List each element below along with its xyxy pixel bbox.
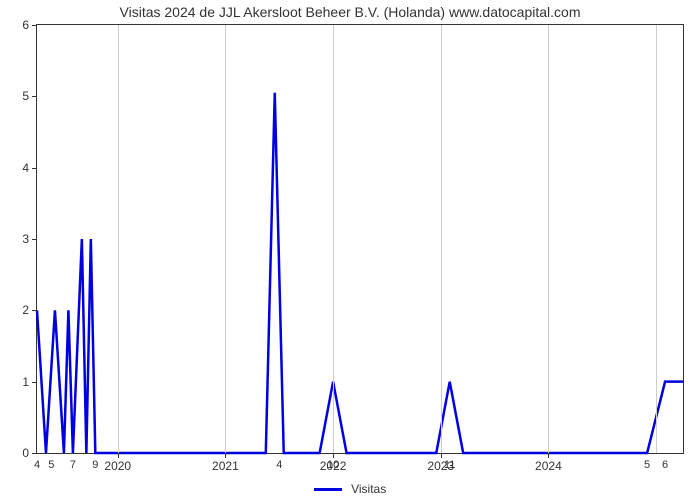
xtick — [118, 453, 119, 458]
ytick — [32, 25, 37, 26]
line-series — [37, 25, 683, 453]
ytick — [32, 96, 37, 97]
gridline — [441, 25, 442, 453]
ytick — [32, 239, 37, 240]
series-line — [37, 93, 683, 453]
ytick-label: 1 — [22, 375, 29, 389]
xtick-label: 2020 — [104, 459, 131, 473]
xtick — [548, 453, 549, 458]
ytick-label: 3 — [22, 232, 29, 246]
xtick — [225, 453, 226, 458]
ytick-label: 5 — [22, 89, 29, 103]
gridline — [333, 25, 334, 453]
xtick — [333, 453, 334, 458]
xtick-label: 2021 — [212, 459, 239, 473]
ytick — [32, 382, 37, 383]
xtick-minor-label: 4 — [34, 459, 40, 471]
gridline — [656, 25, 657, 453]
gridline — [118, 25, 119, 453]
chart-title: Visitas 2024 de JJL Akersloot Beheer B.V… — [0, 4, 700, 20]
gridline — [548, 25, 549, 453]
xtick-label: 2024 — [535, 459, 562, 473]
xtick-minor-label: 11 — [444, 459, 455, 471]
chart-container: Visitas 2024 de JJL Akersloot Beheer B.V… — [0, 0, 700, 500]
ytick-label: 2 — [22, 303, 29, 317]
ytick — [32, 168, 37, 169]
xtick-minor-label: 5 — [644, 459, 650, 471]
ytick-label: 0 — [22, 446, 29, 460]
xtick-minor-label: 5 — [48, 459, 54, 471]
gridline — [225, 25, 226, 453]
ytick-label: 4 — [22, 161, 29, 175]
xtick-minor-label: 10 — [327, 459, 339, 471]
xtick-minor-label: 9 — [92, 459, 98, 471]
legend-label: Visitas — [351, 482, 386, 496]
legend-swatch — [314, 488, 342, 491]
ytick-label: 6 — [22, 18, 29, 32]
xtick-minor-label: 7 — [70, 459, 76, 471]
legend: Visitas — [0, 482, 700, 496]
ytick — [32, 310, 37, 311]
xtick-minor-label: 4 — [276, 459, 282, 471]
plot-area: 01234562020202120222023202445794101156 — [36, 24, 684, 454]
xtick — [441, 453, 442, 458]
ytick — [32, 453, 37, 454]
xtick-minor-label: 6 — [662, 459, 668, 471]
